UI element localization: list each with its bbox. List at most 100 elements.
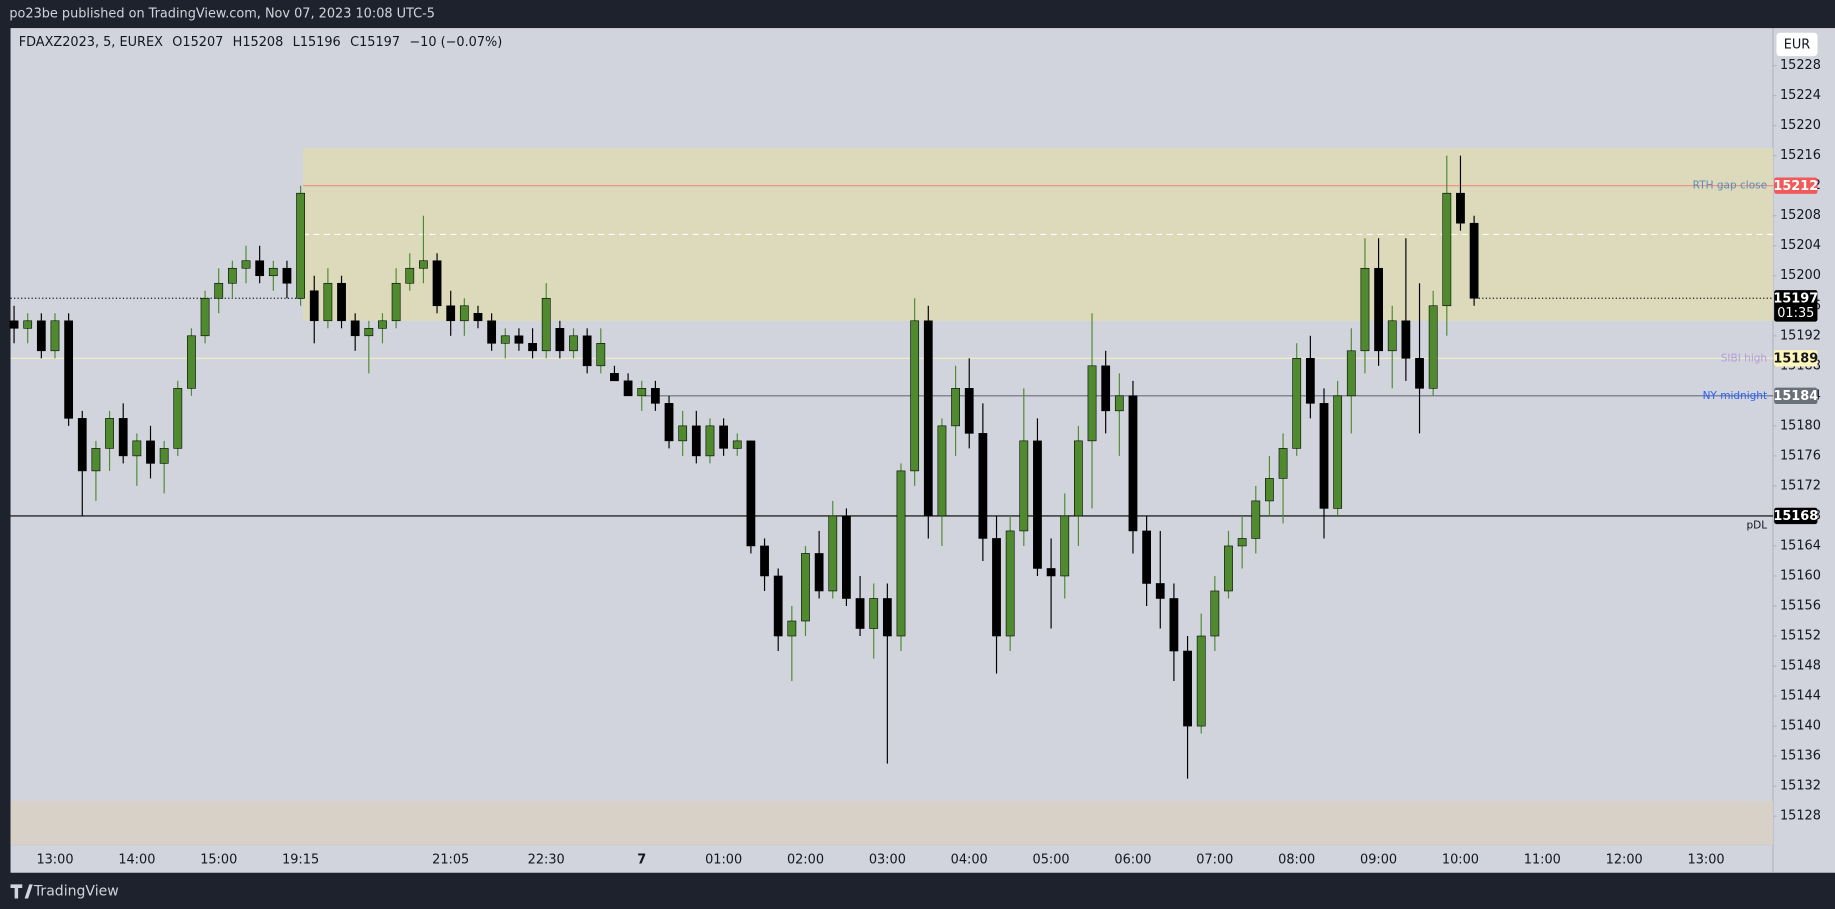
candle-body (569, 335, 578, 352)
candle-body (214, 282, 224, 299)
candle-body (1415, 358, 1424, 389)
y-tick-label: 15204 (1780, 238, 1821, 253)
candle-body (187, 335, 196, 389)
y-tick-label: 15224 (1780, 88, 1821, 103)
candle-body (500, 335, 510, 344)
candle-body (1469, 222, 1479, 299)
candle-body (1442, 192, 1452, 307)
candle-body (1196, 635, 1206, 727)
candle-body (705, 425, 715, 457)
candle-body (364, 327, 374, 337)
x-tick-label: 15:00 (200, 852, 237, 867)
candle-body (36, 320, 46, 352)
currency-button[interactable] (1776, 32, 1818, 57)
price-tag (1774, 350, 1818, 367)
y-tick-label: 15220 (1780, 118, 1821, 133)
x-tick-label: 22:30 (528, 852, 565, 867)
candle-body (719, 425, 728, 449)
candle-body (1237, 538, 1247, 547)
candle-body (64, 320, 74, 419)
candle-body (842, 515, 851, 599)
candle-body (487, 320, 497, 344)
y-tick-label: 15136 (1780, 749, 1821, 764)
candle-body (255, 260, 265, 277)
candle-body (1060, 515, 1070, 577)
candle-body (1019, 440, 1029, 532)
candle-body (200, 297, 210, 337)
candle-body (1374, 267, 1383, 352)
candle-body (760, 545, 769, 577)
y-tick-label: 15180 (1780, 418, 1821, 433)
x-tick-label: 21:05 (432, 852, 469, 867)
candle-body (678, 425, 688, 442)
candle-body (582, 335, 592, 367)
level-label: pDL (1746, 519, 1767, 531)
candle-body (23, 320, 33, 329)
candle-body (978, 433, 988, 539)
candle-body (1428, 305, 1438, 389)
candle-body (637, 388, 647, 397)
header: po23be published on TradingView.com, Nov… (9, 7, 435, 22)
x-tick-label: 12:00 (1606, 852, 1643, 867)
y-tick-label: 15208 (1780, 208, 1821, 223)
candle-body (528, 343, 537, 352)
candle-body (1251, 500, 1261, 539)
legend-value: 15196 (300, 35, 341, 50)
y-tick-label: 15140 (1780, 719, 1821, 734)
candle-body (787, 620, 797, 637)
candle-body (882, 598, 892, 637)
price-tag-label: 15168 (1773, 509, 1818, 524)
level-label: RTH gap close (1693, 180, 1767, 192)
x-tick-label: 05:00 (1033, 852, 1070, 867)
candle-body (951, 388, 960, 427)
x-tick-label: 19:15 (282, 852, 319, 867)
countdown: 01:35 (1777, 306, 1814, 321)
x-tick-label: 13:00 (1688, 852, 1725, 867)
y-tick-label: 15148 (1780, 659, 1821, 674)
y-tick-label: 15192 (1780, 328, 1821, 343)
last-price-label: 15197 (1773, 291, 1818, 306)
x-tick-label: 07:00 (1196, 852, 1233, 867)
candle-body (1005, 530, 1015, 637)
footer-logo (10, 884, 33, 899)
candle-body (623, 380, 633, 397)
candle-body (1114, 395, 1124, 412)
candle-body (419, 260, 428, 269)
legend-label: O (172, 35, 182, 50)
candle-body (9, 320, 19, 329)
legend-label: L (293, 35, 301, 50)
candle-body (1292, 358, 1302, 449)
zone (10, 801, 1773, 845)
y-tick-label: 15144 (1780, 689, 1821, 704)
candle-body (132, 440, 142, 457)
footer: TradingView (33, 883, 119, 899)
candle-body (227, 267, 237, 284)
x-tick-label: 08:00 (1278, 852, 1315, 867)
x-tick-label: 04:00 (951, 852, 988, 867)
y-tick-label: 15228 (1780, 58, 1821, 73)
legend-value: 15207 (182, 35, 223, 50)
candle-body (1278, 448, 1288, 479)
x-tick-label: 06:00 (1114, 852, 1151, 867)
candle-body (391, 282, 401, 322)
candle-body (1128, 395, 1138, 532)
candle-body (1210, 590, 1220, 637)
y-tick-label: 15176 (1780, 448, 1821, 463)
x-tick-label: 11:00 (1524, 852, 1561, 867)
price-axis-background (1772, 28, 1835, 873)
candle-body (964, 388, 974, 434)
currency[interactable]: EUR (1784, 38, 1811, 53)
candle-body (937, 425, 947, 517)
candle-body (1456, 192, 1465, 224)
candle-body (610, 373, 619, 382)
candle-body (446, 305, 456, 322)
candle-body (118, 418, 128, 457)
candle-body (282, 267, 292, 284)
candle-body (1360, 267, 1370, 352)
candle-body (323, 282, 333, 322)
x-tick-label: 03:00 (869, 852, 906, 867)
candle-body (337, 282, 346, 322)
candle-body (691, 425, 701, 457)
candle-body (1265, 478, 1274, 502)
